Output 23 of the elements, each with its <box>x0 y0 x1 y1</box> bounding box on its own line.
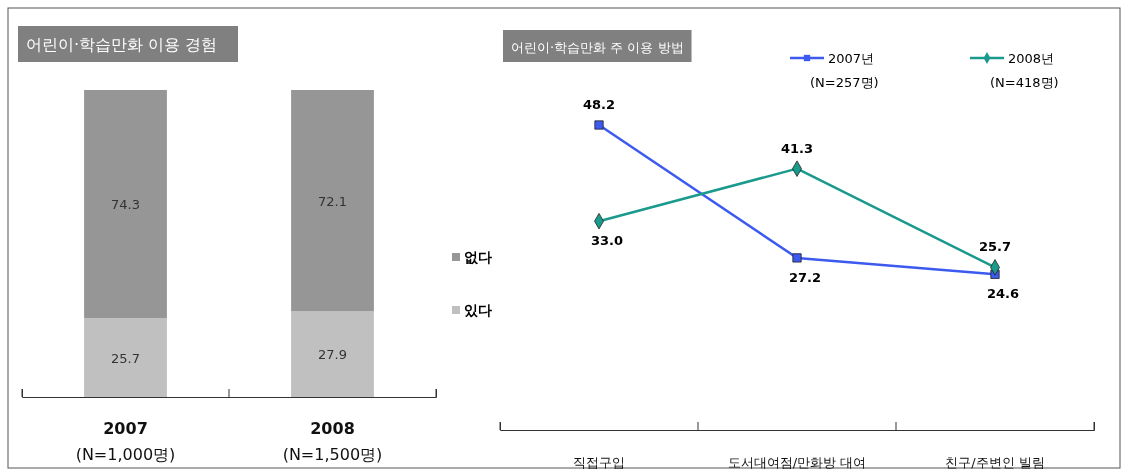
x-tick-label: 도서대여점/만화방 대여 <box>727 455 867 470</box>
data-label: 27.9 <box>318 347 347 363</box>
data-label: 25.7 <box>111 350 140 366</box>
legend-label: 없다 <box>464 249 492 265</box>
chart-title: 어린이·학습만화 이용 경험 <box>26 35 218 54</box>
data-label: 33.0 <box>590 233 624 249</box>
legend-label: 2008년 (N=418명) <box>990 51 1059 90</box>
data-label: 27.2 <box>788 269 822 285</box>
x-tick-label: 친구/주변인 빌림 <box>945 455 1045 470</box>
point <box>594 120 604 130</box>
legend-label: 2007년 (N=257명) <box>810 51 879 90</box>
legend-label: 있다 <box>464 302 492 318</box>
data-label: 74.3 <box>111 197 140 213</box>
data-label: 25.7 <box>978 239 1012 255</box>
data-label: 72.1 <box>318 193 347 209</box>
x-tick-label: 2007 (N=1,000명) <box>75 419 176 464</box>
data-label: 48.2 <box>582 97 616 112</box>
x-tick-label: 직접구입 <box>573 455 625 470</box>
point <box>792 253 802 263</box>
data-label: 24.6 <box>986 286 1020 302</box>
chart-title: 어린이·학습만화 주 이용 방법 <box>511 40 684 55</box>
x-tick-label: 2008 (N=1,500명) <box>282 419 383 464</box>
data-label: 41.3 <box>780 140 814 156</box>
